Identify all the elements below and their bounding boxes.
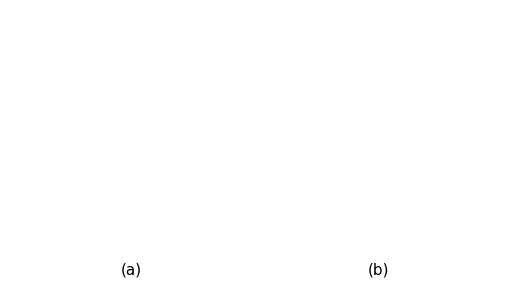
Bar	[20, 99, 242, 101]
Bar	[20, 129, 242, 131]
Text: (b): (b)	[367, 263, 389, 277]
Bar	[20, 38, 242, 40]
Bar	[20, 159, 242, 162]
Bar	[20, 68, 242, 70]
Bar	[20, 190, 242, 192]
Text: (a): (a)	[121, 263, 142, 277]
Bar	[20, 220, 242, 223]
